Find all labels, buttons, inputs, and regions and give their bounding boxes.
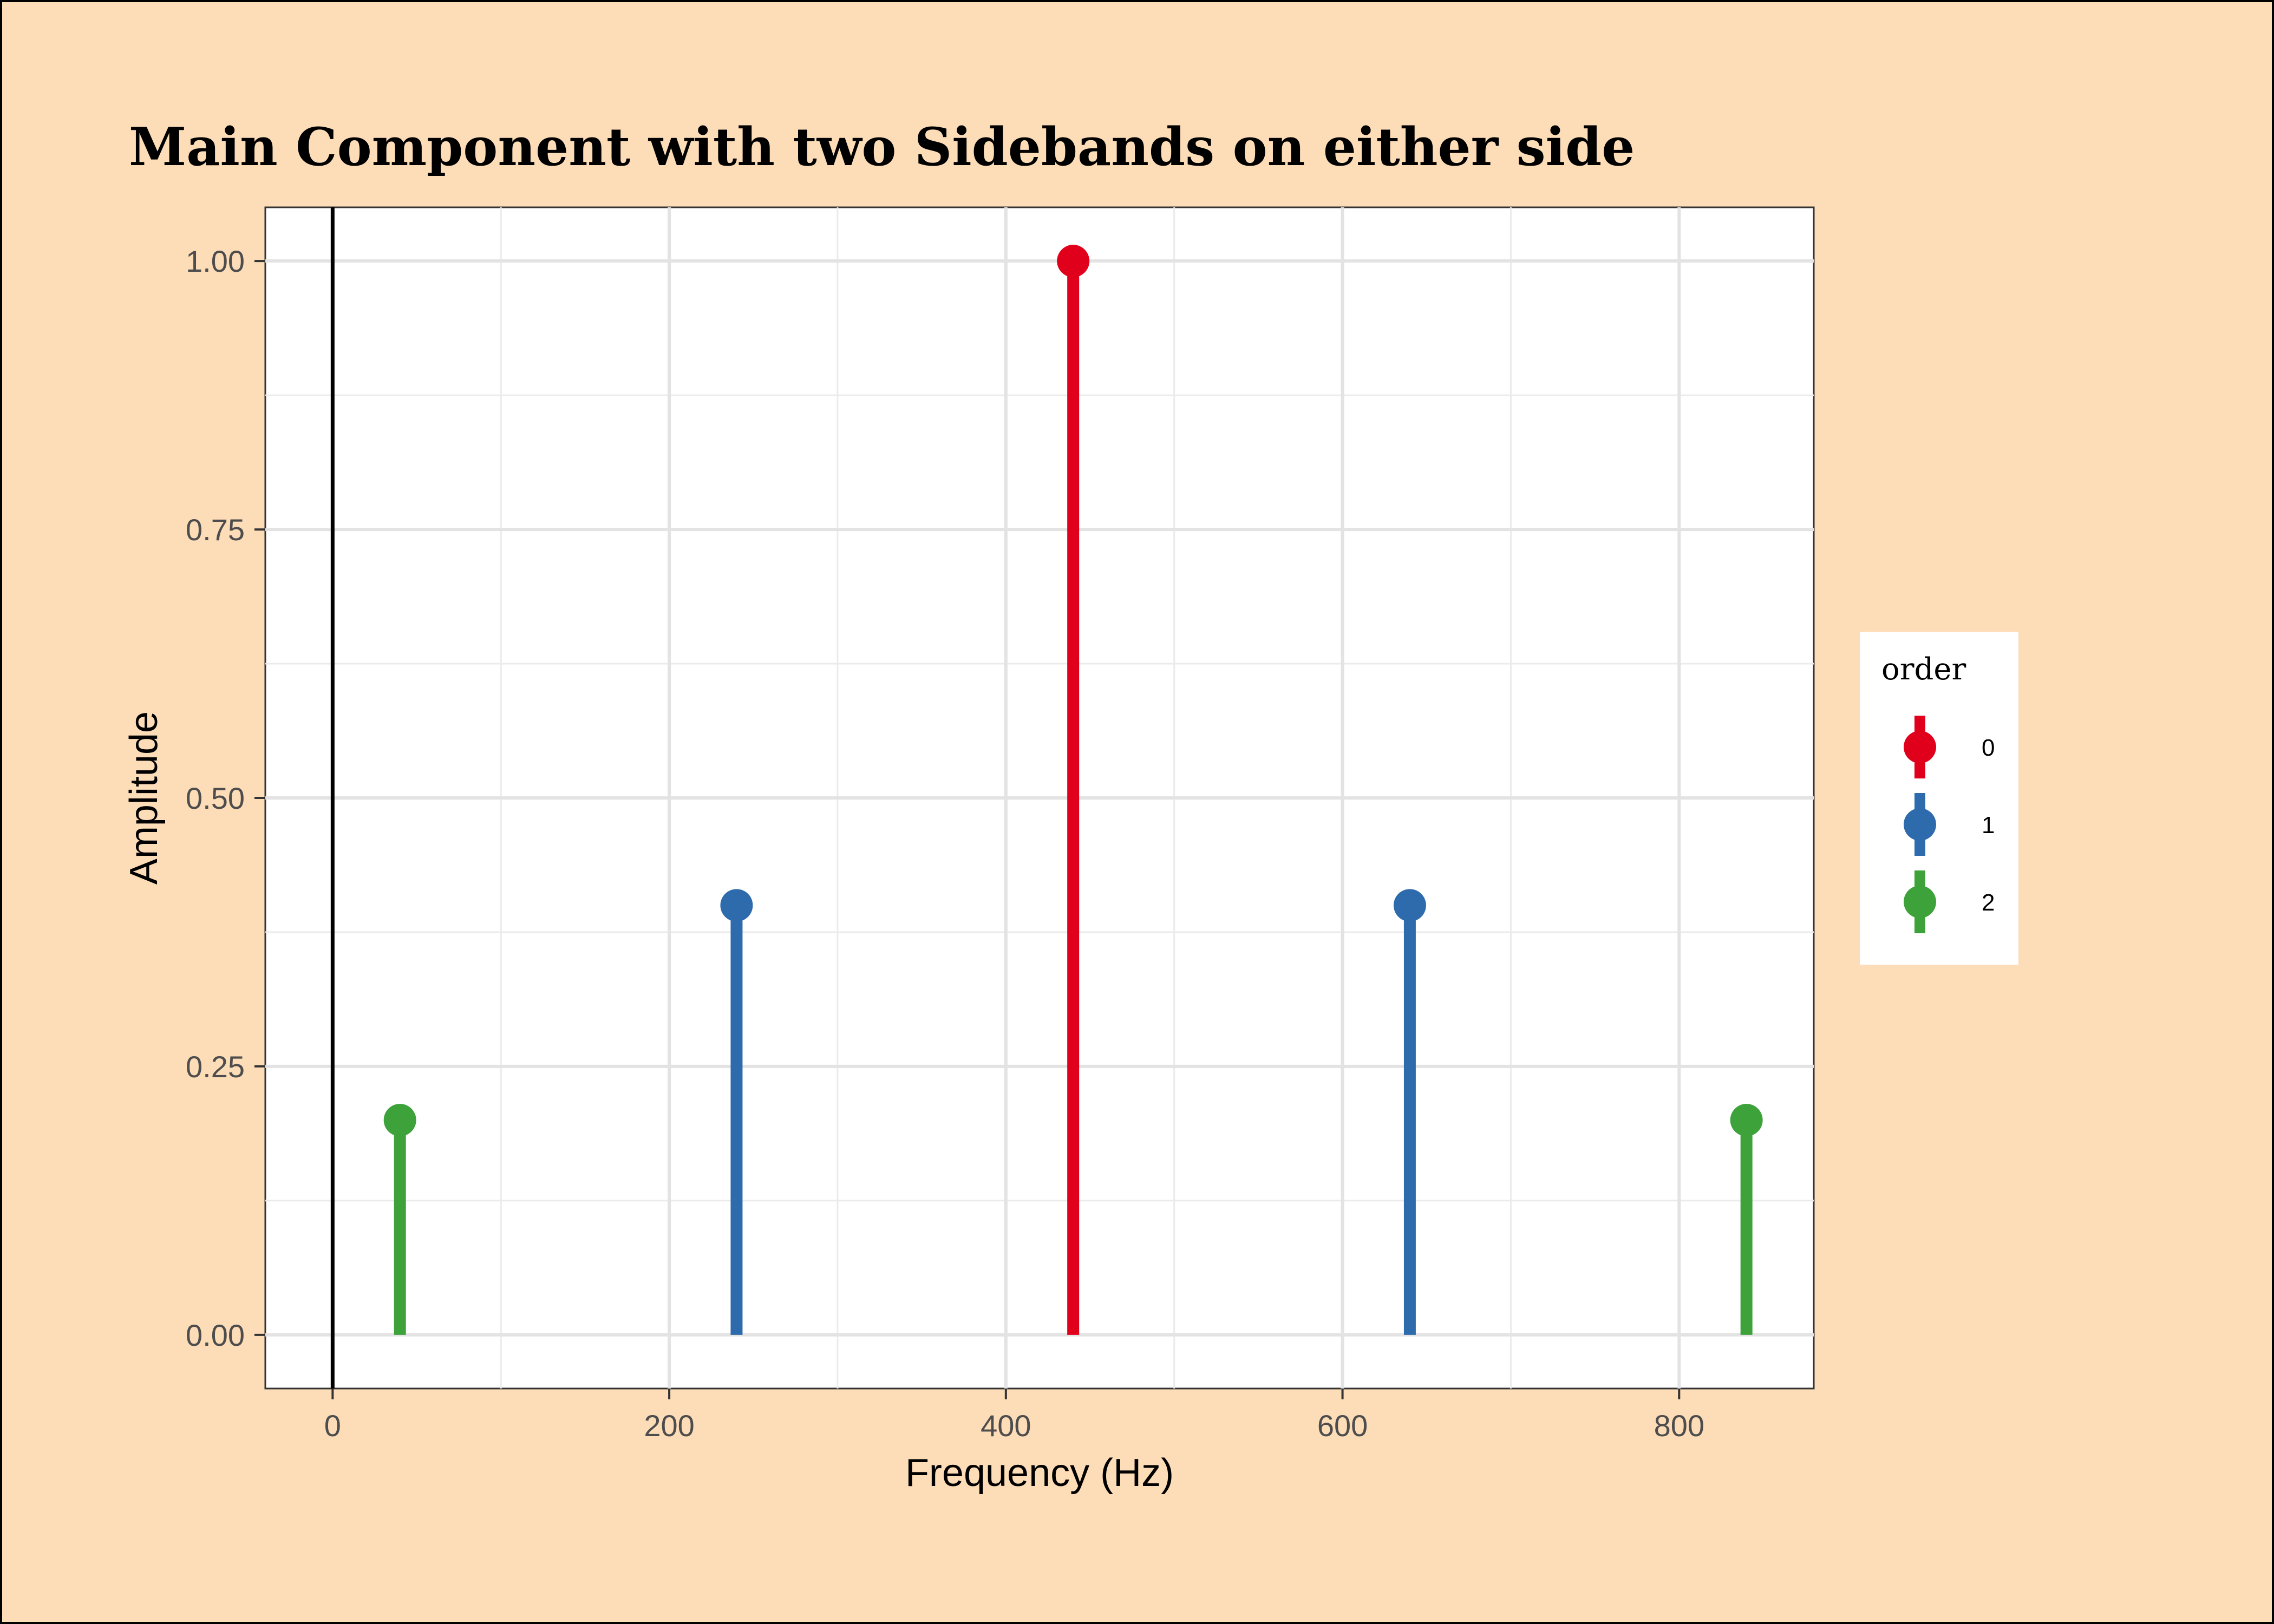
chart-title: Main Component with two Sidebands on eit… [129,116,1635,178]
legend-key-point-1 [1904,808,1936,841]
point-order-2 [1730,1104,1763,1137]
y-axis-ticks: 0.00 0.25 0.50 0.75 1.00 [186,244,265,1352]
x-axis-title: Frequency (Hz) [905,1451,1174,1495]
point-order-0 [1057,245,1090,278]
legend-entries: 0 1 2 [1904,716,1995,933]
x-axis-ticks: 0 200 400 600 800 [324,1389,1704,1443]
legend-background [1860,632,2018,965]
legend-key-point-0 [1904,731,1936,763]
legend-label-1: 1 [1982,812,1995,839]
y-tick-label: 0.25 [186,1050,245,1084]
legend-label-0: 0 [1982,735,1995,761]
x-tick-label: 0 [324,1409,341,1443]
points [383,245,1763,1137]
x-tick-label: 600 [1317,1409,1368,1443]
point-order-1 [1393,889,1426,922]
stems [394,261,1753,1335]
point-order-1 [720,889,753,922]
y-axis-title: Amplitude [122,711,166,885]
y-tick-label: 1.00 [186,244,245,278]
point-order-2 [383,1104,416,1137]
x-tick-label: 800 [1654,1409,1704,1443]
grid-major [265,207,1814,1389]
y-tick-label: 0.75 [186,513,245,547]
legend-title: order [1881,652,1966,687]
legend-label-2: 2 [1982,889,1995,916]
legend: order 0 1 2 [1860,632,2018,965]
legend-key-point-2 [1904,886,1936,918]
x-tick-label: 200 [644,1409,694,1443]
y-tick-label: 0.50 [186,781,245,815]
x-tick-label: 400 [981,1409,1031,1443]
y-tick-label: 0.00 [186,1318,245,1352]
